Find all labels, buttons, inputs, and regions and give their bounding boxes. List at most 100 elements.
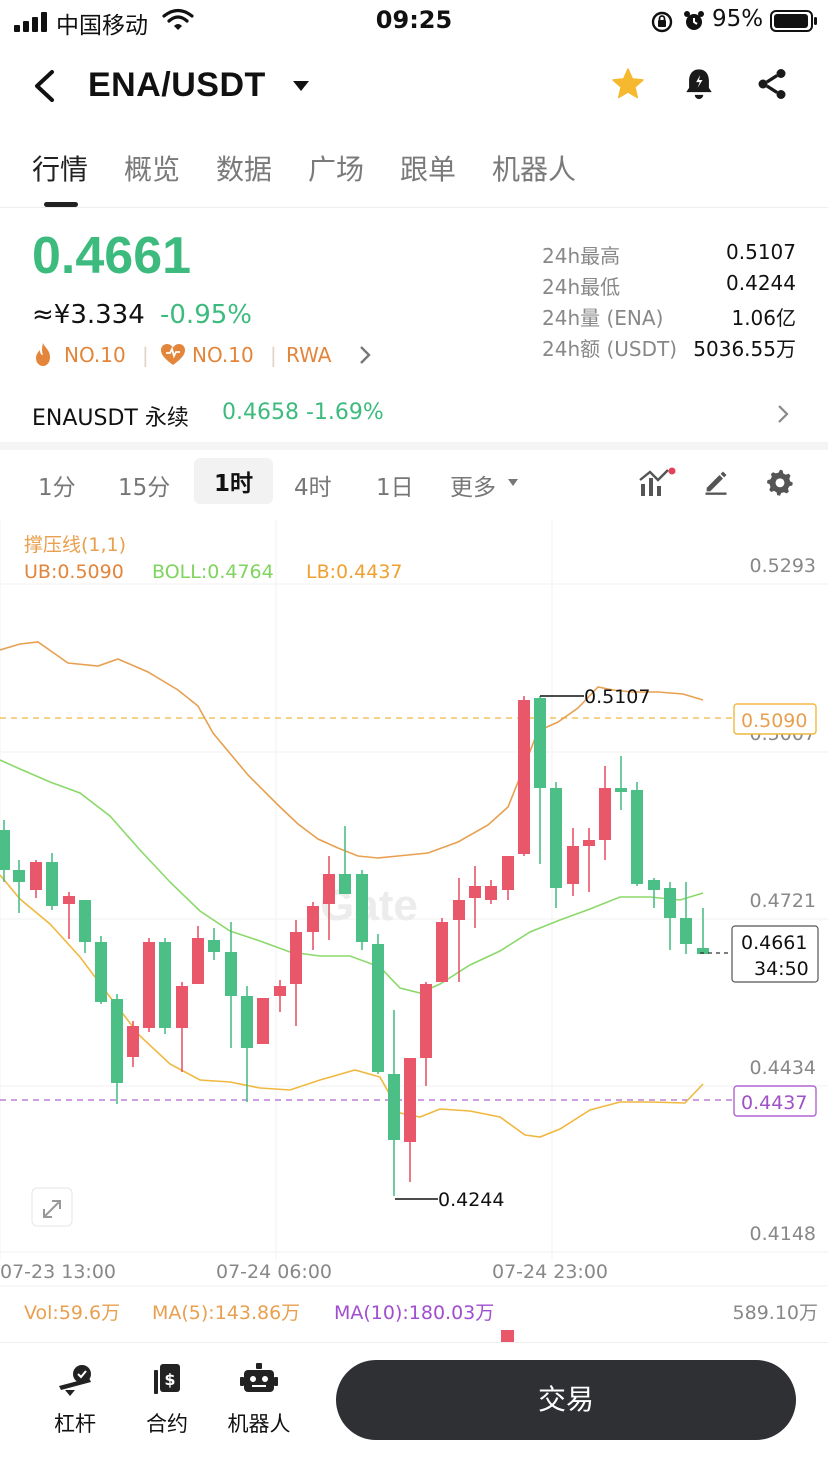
boll-legend: BOLL:0.4764 bbox=[152, 561, 274, 583]
candle-up bbox=[290, 920, 302, 1026]
alarm-icon bbox=[684, 11, 704, 30]
robot-icon bbox=[240, 1363, 278, 1392]
time-axis: 07-23 13:00 07-24 06:00 07-24 23:00 bbox=[0, 1261, 608, 1283]
candle-down bbox=[697, 908, 709, 954]
nav-contract[interactable]: $ 合约 bbox=[132, 1362, 202, 1438]
battery-icon bbox=[770, 10, 817, 32]
ub-price-tag-text: 0.5090 bbox=[741, 710, 807, 732]
star-icon[interactable] bbox=[610, 66, 646, 102]
candle-up bbox=[323, 856, 335, 940]
tab-copy-trading[interactable]: 跟单 bbox=[400, 153, 457, 186]
interval-1d[interactable]: 1日 bbox=[376, 475, 414, 501]
chart-grid bbox=[0, 520, 828, 1260]
candle-up bbox=[436, 918, 448, 982]
nav-leverage[interactable]: 杠杆 bbox=[40, 1362, 110, 1438]
candle-down bbox=[550, 782, 562, 908]
24h-stats: 24h最高 0.5107 24h最低 0.4244 24h量 (ENA) 1.0… bbox=[540, 240, 796, 364]
interval-1h[interactable]: 1时 bbox=[194, 458, 274, 504]
ub-legend: UB:0.5090 bbox=[24, 561, 124, 583]
price-alert-icon[interactable] bbox=[682, 66, 716, 104]
carrier-name: 中国移动 bbox=[56, 13, 148, 39]
indicators-icon[interactable] bbox=[638, 466, 678, 498]
tab-bots[interactable]: 机器人 bbox=[492, 153, 577, 186]
x-tick-label: 07-23 13:00 bbox=[0, 1261, 116, 1283]
candles bbox=[0, 696, 709, 1196]
candle-up bbox=[30, 860, 42, 898]
candle-up bbox=[274, 980, 286, 1012]
rotation-lock-icon bbox=[651, 11, 673, 33]
interval-15m[interactable]: 15分 bbox=[118, 475, 171, 501]
interval-selector: 1分 15分 1时 4时 1日 更多 bbox=[0, 452, 828, 514]
high-label: 0.5107 bbox=[584, 686, 650, 708]
battery-percent: 95% bbox=[712, 6, 764, 32]
low-label: 0.4244 bbox=[438, 1189, 504, 1211]
heart-chart-icon bbox=[161, 344, 185, 365]
candle-up bbox=[583, 828, 595, 892]
lb-legend: LB:0.4437 bbox=[306, 561, 403, 583]
tab-market[interactable]: 行情 bbox=[32, 153, 89, 186]
y-tick-label: 0.5293 bbox=[750, 555, 816, 577]
candle-up bbox=[599, 766, 611, 860]
caret-down-icon[interactable] bbox=[507, 478, 519, 487]
fullscreen-button[interactable] bbox=[31, 1187, 73, 1227]
candle-up bbox=[420, 982, 432, 1086]
clock: 09:25 bbox=[375, 6, 453, 34]
back-arrow-icon[interactable] bbox=[30, 68, 58, 104]
contract-icon: $ bbox=[154, 1364, 180, 1394]
nav-robot[interactable]: 机器人 bbox=[224, 1362, 294, 1438]
indicator-title[interactable]: 撑压线(1,1) bbox=[24, 534, 126, 556]
tab-square[interactable]: 广场 bbox=[308, 153, 365, 186]
candle-up bbox=[469, 866, 481, 928]
leverage-icon bbox=[59, 1365, 91, 1396]
svg-text:$: $ bbox=[164, 1370, 175, 1389]
stat-label: 24h最高 bbox=[542, 244, 621, 268]
last-price: 0.4661 bbox=[32, 227, 192, 285]
tab-data[interactable]: 数据 bbox=[216, 153, 273, 186]
candle-down bbox=[111, 994, 123, 1104]
last-price-tag-text: 0.4661 bbox=[741, 932, 807, 954]
perpetual-link[interactable]: ENAUSDT 永续 0.4658 -1.69% bbox=[0, 388, 828, 440]
chevron-right-icon bbox=[778, 405, 789, 423]
caret-down-icon[interactable] bbox=[292, 80, 310, 92]
watermark: Gate bbox=[320, 881, 418, 930]
interval-more[interactable]: 更多 bbox=[450, 475, 496, 501]
price-change-percent: -0.95% bbox=[160, 300, 252, 330]
draw-pen-icon[interactable] bbox=[702, 468, 730, 496]
candle-down bbox=[208, 928, 220, 960]
ub-price-tag bbox=[733, 703, 817, 735]
trade-button[interactable]: 交易 bbox=[336, 1360, 796, 1440]
pair-title[interactable]: ENA/USDT bbox=[88, 66, 266, 104]
candlestick-chart[interactable]: Gate 撑压线(1,1) UB:0.5090 BOLL:0.4764 LB:0… bbox=[0, 520, 828, 1290]
y-tick-label: 0.4721 bbox=[750, 890, 816, 912]
candle-down bbox=[159, 938, 171, 1034]
popularity-rank: NO.10 bbox=[192, 343, 254, 367]
candle-down bbox=[13, 860, 25, 913]
volume-ma10: MA(10):180.03万 bbox=[334, 1302, 495, 1324]
stat-label: 24h额 (USDT) bbox=[542, 337, 678, 361]
candle-up bbox=[307, 902, 319, 950]
upper-band-line bbox=[0, 641, 704, 859]
candle-down bbox=[664, 882, 676, 950]
candle-up bbox=[192, 926, 204, 984]
stat-low: 24h最低 0.4244 bbox=[540, 271, 796, 302]
candle-up bbox=[404, 1058, 416, 1182]
tab-overview[interactable]: 概览 bbox=[124, 153, 181, 186]
y-tick-label: 0.4434 bbox=[750, 1057, 816, 1079]
candle-up bbox=[257, 998, 269, 1044]
status-bar: 中国移动 09:25 95% bbox=[0, 0, 828, 44]
share-icon[interactable] bbox=[754, 66, 790, 102]
y-tick-label: 0.4148 bbox=[750, 1223, 816, 1245]
stat-value: 0.4244 bbox=[726, 271, 796, 295]
settings-gear-icon[interactable] bbox=[766, 468, 794, 496]
volume-legend: Vol:59.6万 MA(5):143.86万 MA(10):180.03万 5… bbox=[0, 1296, 828, 1342]
last-price-tag bbox=[731, 925, 819, 983]
nav-label: 合约 bbox=[146, 1412, 188, 1436]
candle-up bbox=[63, 892, 75, 939]
interval-1m[interactable]: 1分 bbox=[38, 475, 76, 501]
candle-up bbox=[127, 1021, 139, 1067]
candle-countdown: 34:50 bbox=[754, 958, 809, 980]
interval-4h[interactable]: 4时 bbox=[294, 475, 332, 501]
signal-icon bbox=[14, 12, 47, 32]
candle-down bbox=[648, 878, 660, 908]
volume-value: Vol:59.6万 bbox=[24, 1302, 121, 1324]
